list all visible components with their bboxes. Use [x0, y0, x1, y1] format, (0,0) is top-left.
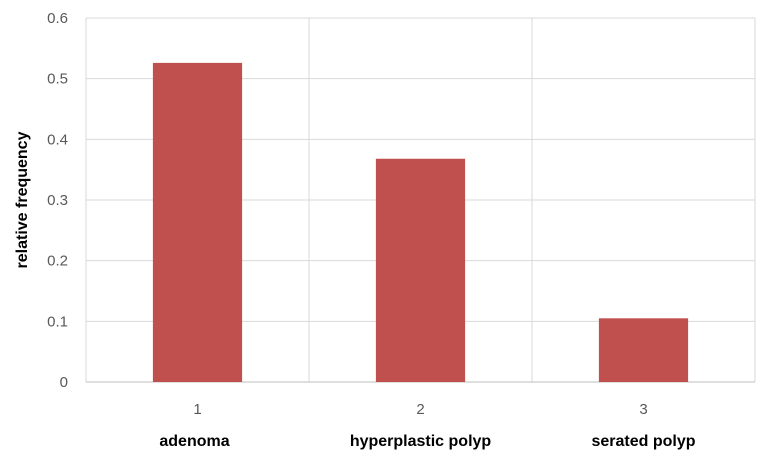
category-label: hyperplastic polyp: [350, 433, 492, 450]
x-tick-label: 1: [193, 401, 201, 418]
y-axis-title: relative frequency: [14, 131, 31, 268]
y-tick-label: 0.4: [47, 131, 68, 148]
bar-3: [598, 318, 689, 382]
y-tick-label: 0.1: [47, 313, 68, 330]
category-labels: adenoma hyperplastic polyp serated polyp: [159, 433, 695, 450]
category-label: serated polyp: [591, 433, 695, 450]
x-axis-ticks: 1 2 3: [193, 401, 647, 418]
y-tick-label: 0.3: [47, 192, 68, 209]
x-tick-label: 2: [416, 401, 424, 418]
y-tick-label: 0.5: [47, 71, 68, 88]
bars: [152, 62, 689, 382]
bar-1: [152, 62, 243, 382]
y-tick-label: 0: [60, 374, 68, 391]
bar-2: [375, 158, 466, 382]
category-label: adenoma: [159, 433, 229, 450]
y-tick-label: 0.2: [47, 253, 68, 270]
y-tick-label: 0.6: [47, 10, 68, 27]
x-tick-label: 3: [639, 401, 647, 418]
y-axis-ticks: 0 0.1 0.2 0.3 0.4 0.5 0.6: [47, 10, 68, 391]
